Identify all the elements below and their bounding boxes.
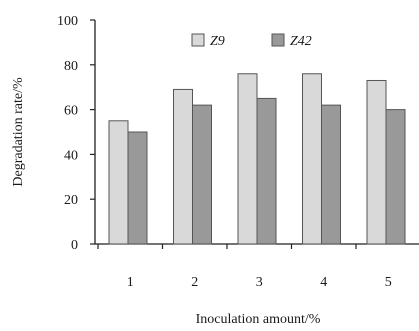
bar-z42-1 [127, 131, 148, 245]
legend-label-z9: Z9 [210, 34, 225, 49]
x-tick-label: 3 [256, 275, 263, 290]
bars-group [108, 73, 406, 245]
bar-z9-3 [237, 73, 258, 245]
bar-z42-3 [256, 97, 277, 245]
legend-swatch-z9 [191, 33, 205, 47]
bar-z9-4 [302, 73, 322, 245]
y-tick-label: 20 [64, 193, 78, 208]
y-tick-label: 80 [64, 59, 78, 74]
x-axis-title: Inoculation amount/% [196, 312, 321, 327]
bar-z9-5 [366, 79, 387, 245]
legend-label-z42: Z42 [290, 34, 312, 49]
x-tick-label: 5 [385, 275, 392, 290]
x-tick-label: 1 [127, 275, 134, 290]
y-tick-label: 40 [64, 148, 78, 163]
y-axis-title: Degradation rate/% [11, 77, 26, 187]
legend: Z9 Z42 [191, 33, 312, 49]
bar-z42-5 [385, 109, 406, 245]
bar-z9-2 [173, 88, 193, 245]
y-axis: 0 20 40 60 80 100 [57, 14, 96, 253]
y-tick-label: 60 [64, 104, 78, 119]
y-tick-label: 100 [57, 14, 78, 29]
x-axis: 1 2 3 4 5 [95, 243, 419, 290]
x-tick-label: 4 [320, 275, 327, 290]
bar-z42-4 [321, 104, 341, 245]
y-tick-label: 0 [71, 238, 78, 253]
legend-swatch-z42 [271, 33, 285, 47]
x-tick-label: 2 [191, 275, 198, 290]
bar-z9-1 [108, 120, 129, 245]
bar-z42-2 [192, 104, 212, 245]
